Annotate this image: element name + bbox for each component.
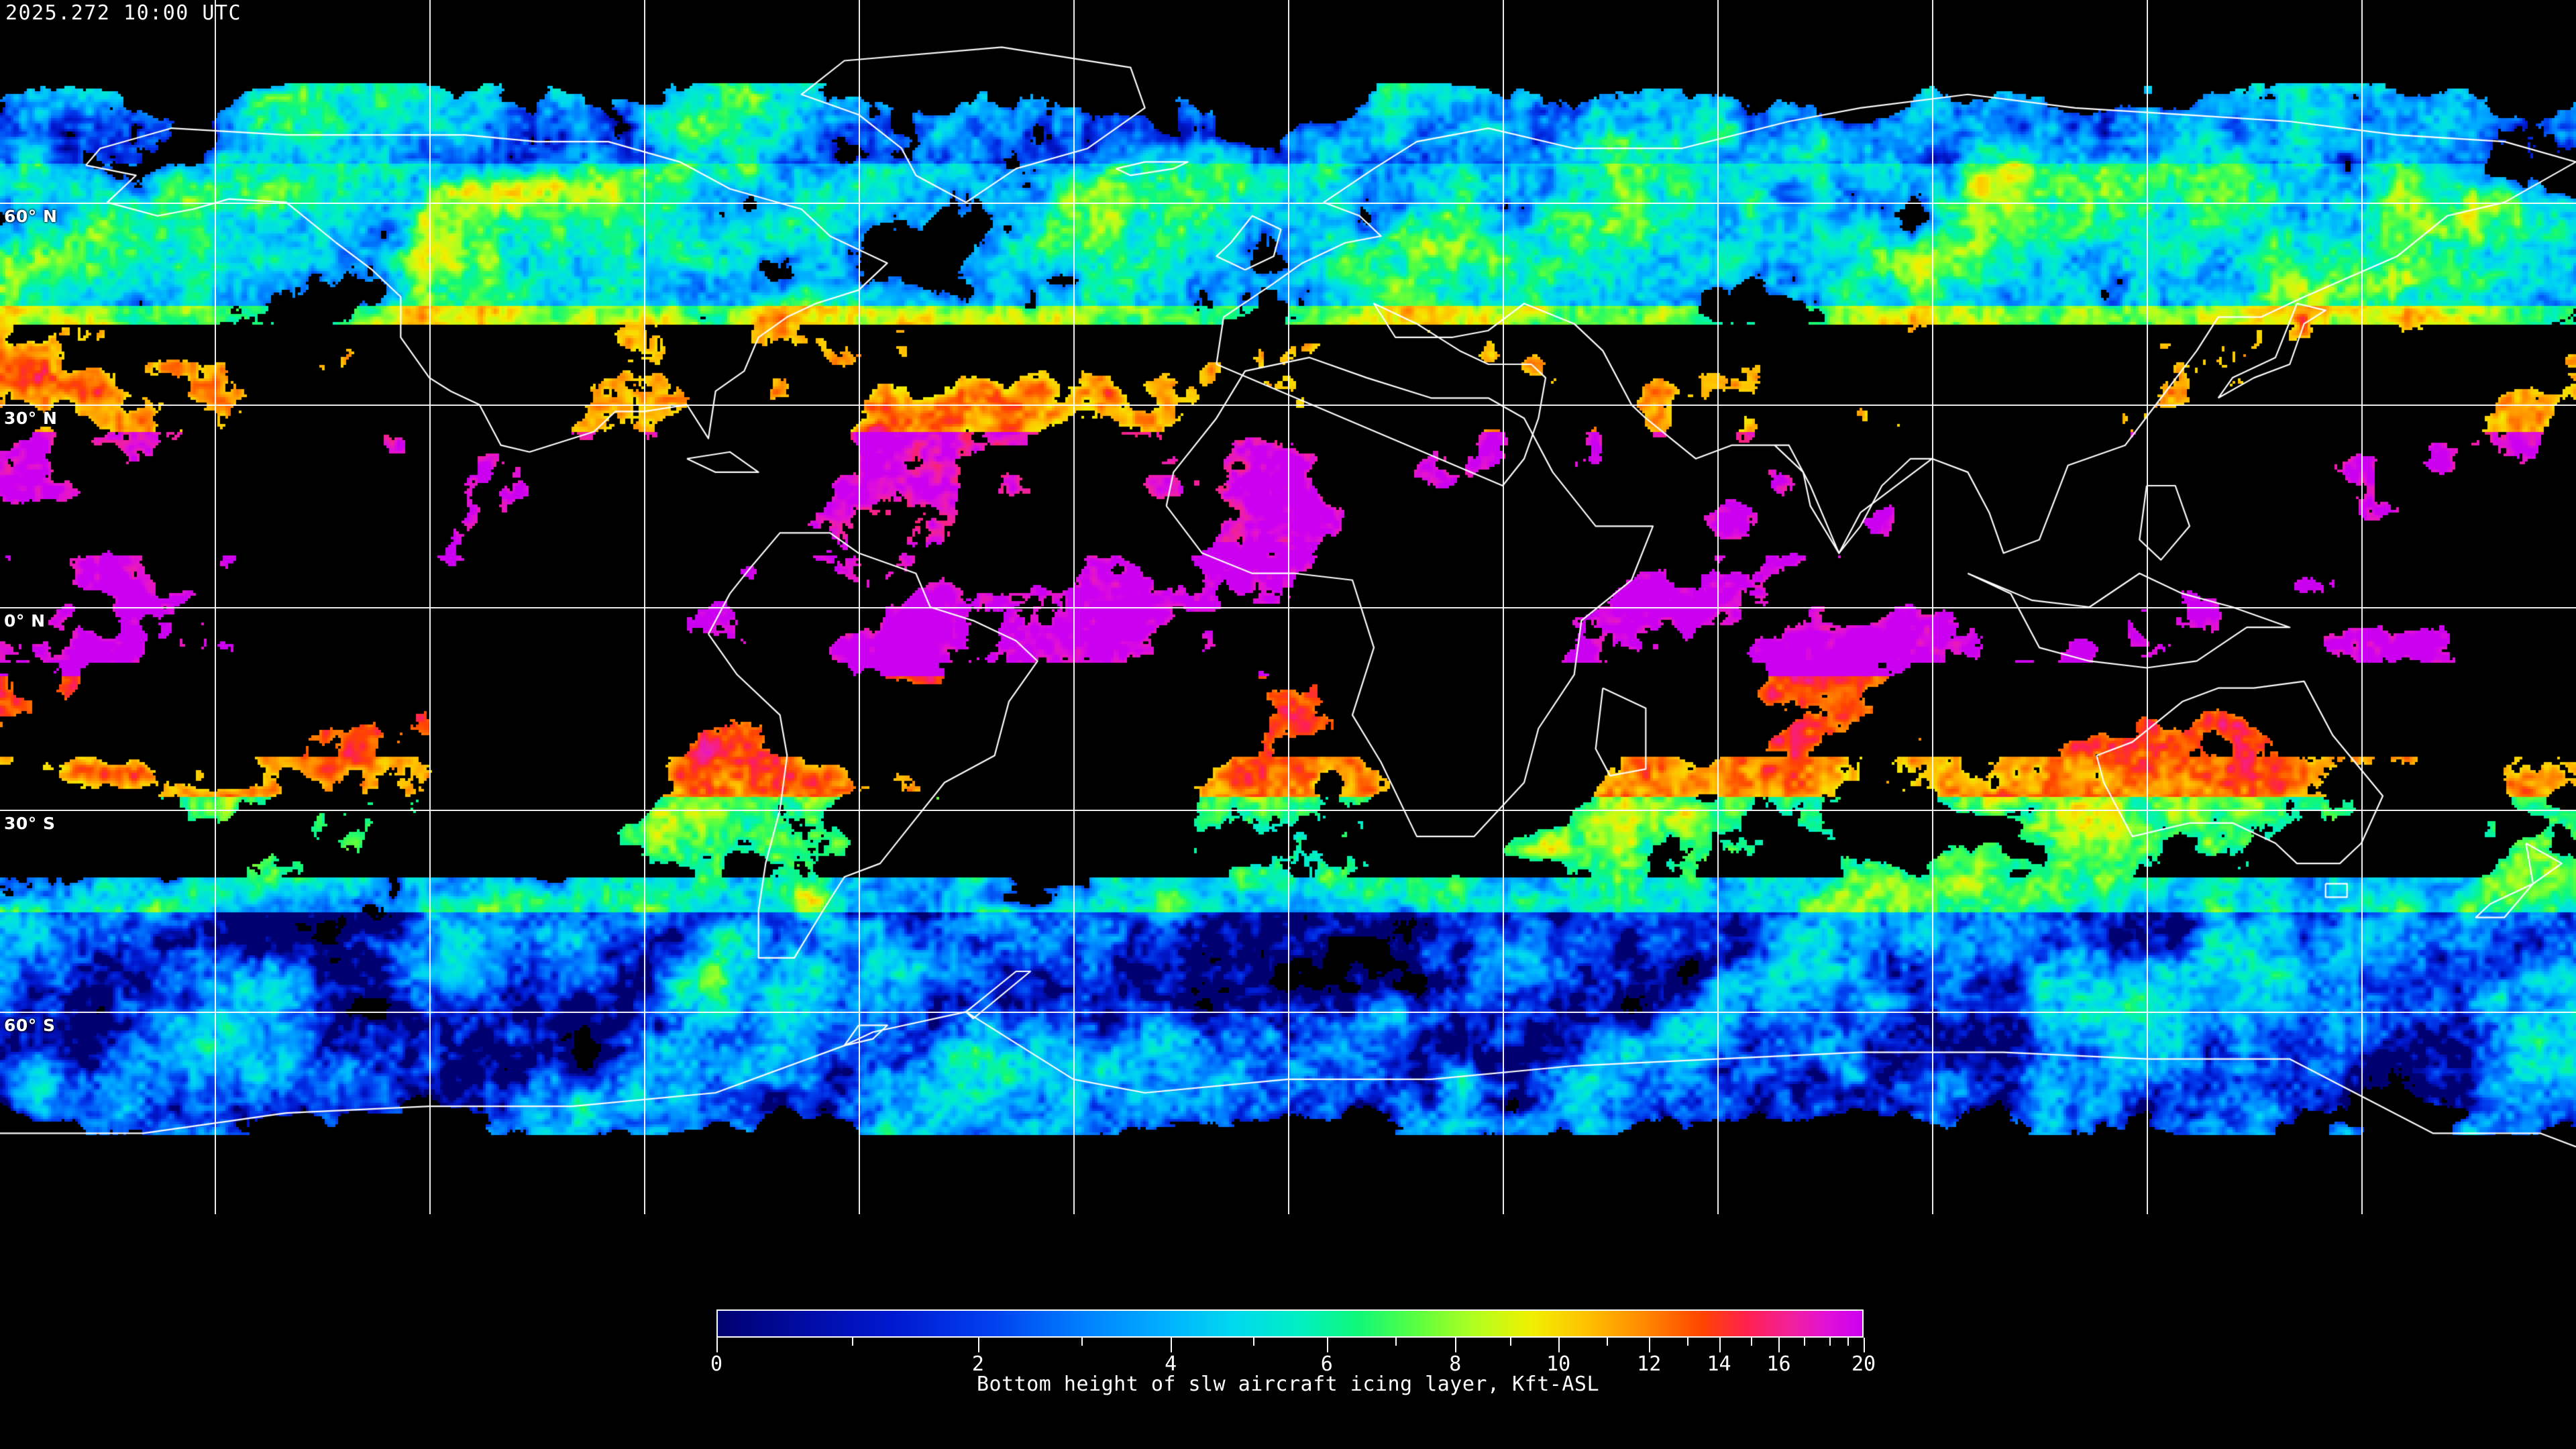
colorbar-tick-label: 10 [1546, 1352, 1571, 1376]
colorbar-minor-tick [851, 1338, 853, 1346]
colorbar-minor-tick [1847, 1338, 1849, 1346]
colorbar-minor-tick [1081, 1338, 1083, 1346]
colorbar-minor-tick [1510, 1338, 1512, 1346]
colorbar-minor-tick [1395, 1338, 1397, 1346]
colorbar-minor-tick [1253, 1338, 1255, 1346]
latitude-label: 60° S [4, 1016, 56, 1036]
latitude-gridline [0, 405, 2576, 406]
latitude-label: 60° N [4, 206, 58, 226]
colorbar-major-tick [1326, 1338, 1328, 1352]
colorbar-major-tick [1455, 1338, 1457, 1352]
colorbar-major-tick [977, 1338, 979, 1352]
latitude-gridline [0, 810, 2576, 811]
global-map-panel[interactable]: 60° N 30° N 0° N 30° S 60° S 2025.272 10:00 … [0, 0, 2576, 1214]
latitude-gridline [0, 1012, 2576, 1013]
latitude-gridline [0, 607, 2576, 608]
colorbar-minor-tick [1751, 1338, 1753, 1346]
latitude-label: 30° N [4, 409, 58, 429]
colorbar-tick-label: 20 [1851, 1352, 1876, 1376]
colorbar-tick-label: 12 [1637, 1352, 1662, 1376]
colorbar-major-tick [1719, 1338, 1721, 1352]
latitude-label: 0° N [4, 611, 46, 631]
colorbar-major-tick [1558, 1338, 1560, 1352]
latitude-gridline [0, 203, 2576, 204]
colorbar-tick-label: 6 [1320, 1352, 1333, 1376]
colorbar-minor-tick [1606, 1338, 1608, 1346]
colorbar-tick-label: 0 [710, 1352, 723, 1376]
colorbar-tick-label: 8 [1449, 1352, 1462, 1376]
colorbar-tick-label: 2 [971, 1352, 984, 1376]
colorbar-tick-label: 4 [1165, 1352, 1177, 1376]
colorbar-minor-tick [1804, 1338, 1806, 1346]
colorbar-major-tick [1649, 1338, 1651, 1352]
colorbar-major-tick [1171, 1338, 1173, 1352]
colorbar-major-tick [1778, 1338, 1780, 1352]
colorbar-minor-tick [1686, 1338, 1688, 1346]
colorbar-caption: Bottom height of slw aircraft icing laye… [976, 1373, 1600, 1396]
colorbar-tick-label: 16 [1766, 1352, 1791, 1376]
colorbar-tick-axis [716, 1338, 1865, 1355]
colorbar-minor-tick [1829, 1338, 1831, 1346]
colorbar-gradient[interactable] [716, 1309, 1864, 1338]
colorbar-major-tick [1864, 1338, 1865, 1352]
latitude-label: 30° S [4, 813, 56, 833]
colorbar-tick-label: 14 [1707, 1352, 1731, 1376]
colorbar-major-tick [716, 1338, 718, 1352]
timestamp-label: 2025.272 10:00 UTC [5, 1, 242, 25]
